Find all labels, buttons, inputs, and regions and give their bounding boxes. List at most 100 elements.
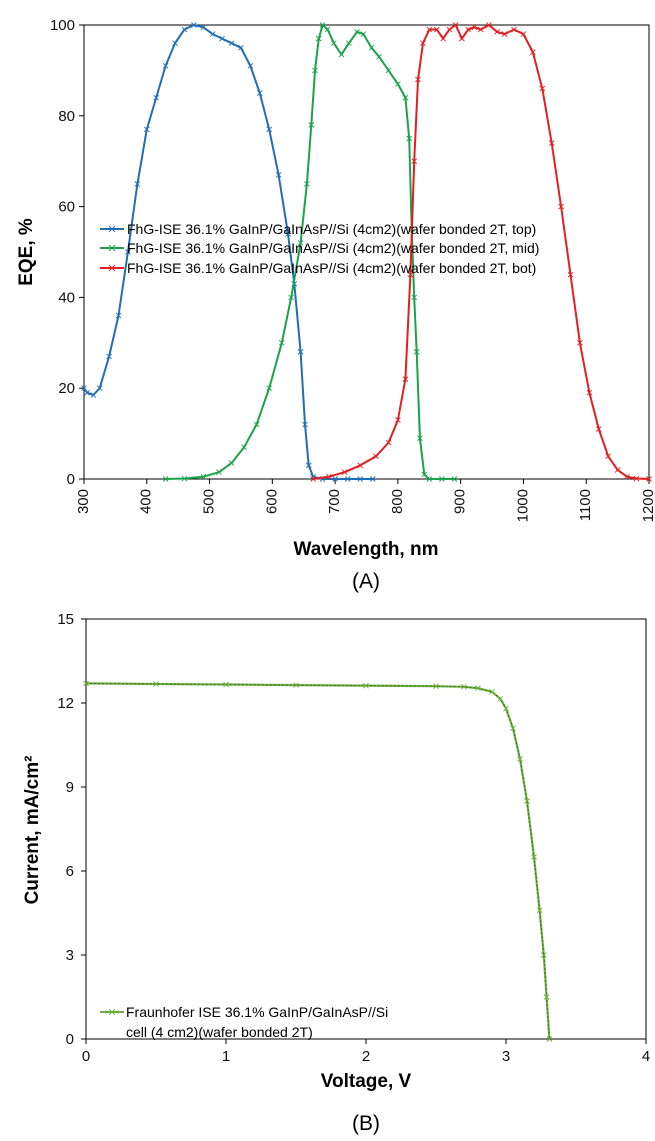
eqe-data-point (373, 453, 379, 460)
eqe-data-point (285, 231, 291, 237)
panel-label-a: (A) (352, 570, 380, 593)
y-tick-label: 15 (57, 611, 74, 628)
eqe-data-point (331, 40, 337, 46)
eqe-data-point (385, 439, 392, 446)
eqe-data-point (369, 476, 376, 482)
x-tick-label: 3 (502, 1048, 510, 1065)
iv-data-point (497, 695, 504, 702)
eqe-data-point (357, 462, 364, 469)
eqe-data-point (90, 392, 97, 398)
eqe-data-point (143, 126, 150, 133)
eqe-data-point (219, 35, 225, 42)
x-tick-label: 900 (452, 489, 469, 514)
eqe-data-point (407, 271, 414, 278)
eqe-data-point (494, 28, 500, 35)
eqe-data-point (421, 471, 428, 478)
eqe-data-point (548, 140, 555, 146)
eqe-data-point (440, 35, 446, 42)
y-tick-label: 0 (67, 471, 75, 488)
eqe-data-point (344, 476, 351, 482)
eqe-data-point (315, 35, 322, 42)
eqe-data-point (338, 51, 345, 58)
x-tick-label: 500 (201, 489, 218, 514)
eqe-data-point (162, 476, 169, 482)
eqe-data-point (605, 453, 612, 460)
iv-data-point (223, 681, 229, 688)
y-tick-label: 60 (58, 199, 75, 216)
eqe-data-point (411, 158, 418, 165)
eqe-data-point (84, 389, 90, 396)
eqe-series-line (83, 24, 373, 480)
eqe-data-point (385, 67, 392, 74)
y-tick-label: 20 (58, 380, 75, 397)
eqe-data-point (200, 473, 207, 480)
eqe-series-group (81, 22, 652, 482)
eqe-data-point (332, 476, 338, 482)
eqe-data-point (586, 389, 593, 396)
iv-data-point (524, 798, 530, 804)
eqe-data-point (558, 203, 564, 210)
iv-plot-frame (85, 618, 647, 1040)
eqe-data-point (360, 31, 367, 37)
eqe-data-point (297, 349, 304, 355)
iv-data-point (83, 680, 89, 687)
eqe-data-point (477, 26, 484, 33)
eqe-data-point (614, 467, 621, 473)
eqe-data-point (595, 426, 602, 432)
eqe-data-point (304, 181, 310, 187)
eqe-data-point (96, 385, 103, 392)
legend-swatch-marker (108, 244, 116, 252)
eqe-data-point (354, 28, 360, 35)
y-tick-label: 9 (66, 779, 74, 796)
eqe-data-point (433, 26, 440, 33)
iv-data-point (489, 688, 495, 695)
eqe-data-point (181, 26, 188, 33)
eqe-data-point (357, 476, 364, 482)
eqe-data-point (302, 421, 308, 428)
eqe-data-point (459, 35, 465, 42)
eqe-legend: FhG-ISE 36.1% GaInP/GaInAsP//Si (4cm2)(w… (100, 221, 539, 276)
iv-data-point (540, 952, 547, 958)
eqe-data-point (241, 444, 247, 451)
legend-label: cell (4 cm2)(wafer bonded 2T) (126, 1024, 313, 1040)
eqe-data-point (209, 31, 216, 37)
iv-y-ticks: 0 3 6 9 12 15 (57, 611, 86, 1048)
iv-data-point (543, 994, 550, 1000)
panel-label-b: (B) (352, 1112, 380, 1135)
eqe-data-point (402, 376, 409, 382)
iv-x-axis-title: Voltage, V (321, 1071, 412, 1092)
eqe-data-point (278, 339, 285, 346)
y-tick-label: 80 (58, 108, 75, 125)
eqe-data-point (115, 312, 122, 319)
x-tick-label: 1000 (514, 489, 531, 522)
eqe-data-point (162, 63, 169, 69)
iv-data-point (153, 681, 159, 687)
iv-series-group (83, 680, 553, 1042)
eqe-data-point (417, 435, 423, 441)
x-tick-label: 1 (222, 1048, 230, 1065)
iv-data-point (475, 685, 481, 691)
eqe-data-point (395, 81, 401, 87)
legend-swatch-marker (108, 264, 116, 272)
eqe-y-axis-title: EQE, % (16, 218, 37, 286)
eqe-data-point (415, 76, 421, 83)
legend-swatch-marker (108, 1008, 116, 1016)
eqe-data-point (134, 181, 141, 187)
iv-legend: Fraunhofer ISE 36.1% GaInP/GaInAsP//Si ce… (100, 1004, 388, 1040)
x-tick-label: 600 (263, 489, 280, 514)
eqe-x-axis-title: Wavelength, nm (294, 539, 439, 560)
iv-y-axis-title: Current, mA/cm² (22, 756, 43, 905)
eqe-data-point (266, 385, 273, 392)
eqe-data-point (395, 417, 401, 423)
eqe-data-point (238, 44, 244, 51)
eqe-data-point (402, 94, 409, 101)
eqe-data-point (501, 31, 508, 37)
eqe-data-point (308, 122, 315, 128)
eqe-data-point (153, 94, 160, 101)
y-tick-label: 6 (66, 863, 74, 880)
eqe-y-ticks: 0 20 40 60 80 100 (50, 17, 84, 488)
eqe-data-point (326, 473, 332, 480)
eqe-data-point (275, 172, 282, 178)
eqe-data-point (446, 26, 453, 33)
